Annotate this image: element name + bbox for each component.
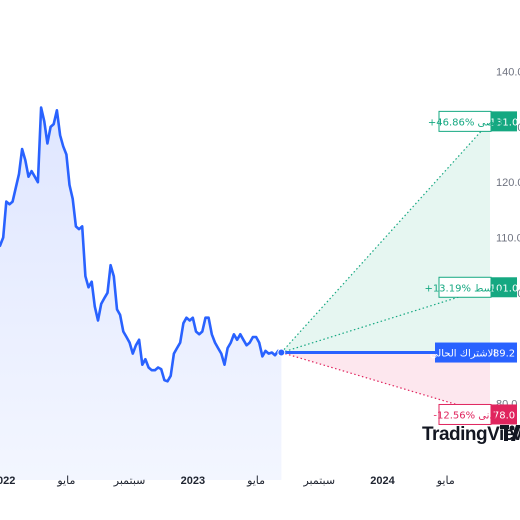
tradingview-logo-mark — [509, 425, 515, 431]
low-pct-label: -12.56% أدنى — [433, 408, 496, 421]
high-pct-bg — [438, 110, 492, 132]
average-pct-label: +13.19% متوسط — [424, 283, 505, 294]
y-tick-label: 120.0 — [496, 177, 520, 189]
x-tick-label: مايو — [56, 475, 75, 487]
low-value-label: 78.0 — [493, 410, 515, 421]
x-tick-label: 2022 — [0, 475, 15, 487]
high-value-label: 131.0 — [490, 117, 519, 128]
high-value-bg — [491, 111, 517, 132]
average-value-label: 101.0 — [490, 283, 519, 294]
current-label: الاشتراك الحالي — [430, 349, 496, 360]
average-value-bg — [491, 277, 517, 298]
current-value-bg — [491, 342, 517, 363]
history-area — [0, 107, 282, 480]
y-tick-label: 140.0 — [496, 67, 520, 79]
low-value-bg — [491, 404, 517, 425]
x-tick-label: مايو — [436, 475, 455, 487]
forecast-average-line — [281, 286, 491, 354]
average-pct-bg — [438, 276, 492, 298]
high-pct-label: +46.86% أقصى — [428, 115, 502, 128]
price-line — [0, 106, 283, 383]
x-tick-label: مايو — [246, 475, 265, 487]
x-tick-label: 2024 — [370, 475, 395, 487]
current-value-label: 89.2 — [493, 349, 515, 360]
tradingview-logo-mark — [511, 425, 520, 441]
current-label-bg — [435, 342, 491, 363]
y-tick-label: 110.0 — [496, 233, 520, 245]
forecast-upper-area — [281, 121, 490, 353]
x-tick-label: 2023 — [181, 475, 205, 487]
current-price-dot — [277, 348, 286, 357]
tradingview-logo: TradingView — [422, 424, 520, 445]
x-tick-label: سبتمبر — [302, 475, 335, 487]
low-pct-bg — [438, 403, 492, 425]
tradingview-logo-mark — [504, 425, 508, 441]
x-tick-label: سبتمبر — [113, 475, 146, 487]
